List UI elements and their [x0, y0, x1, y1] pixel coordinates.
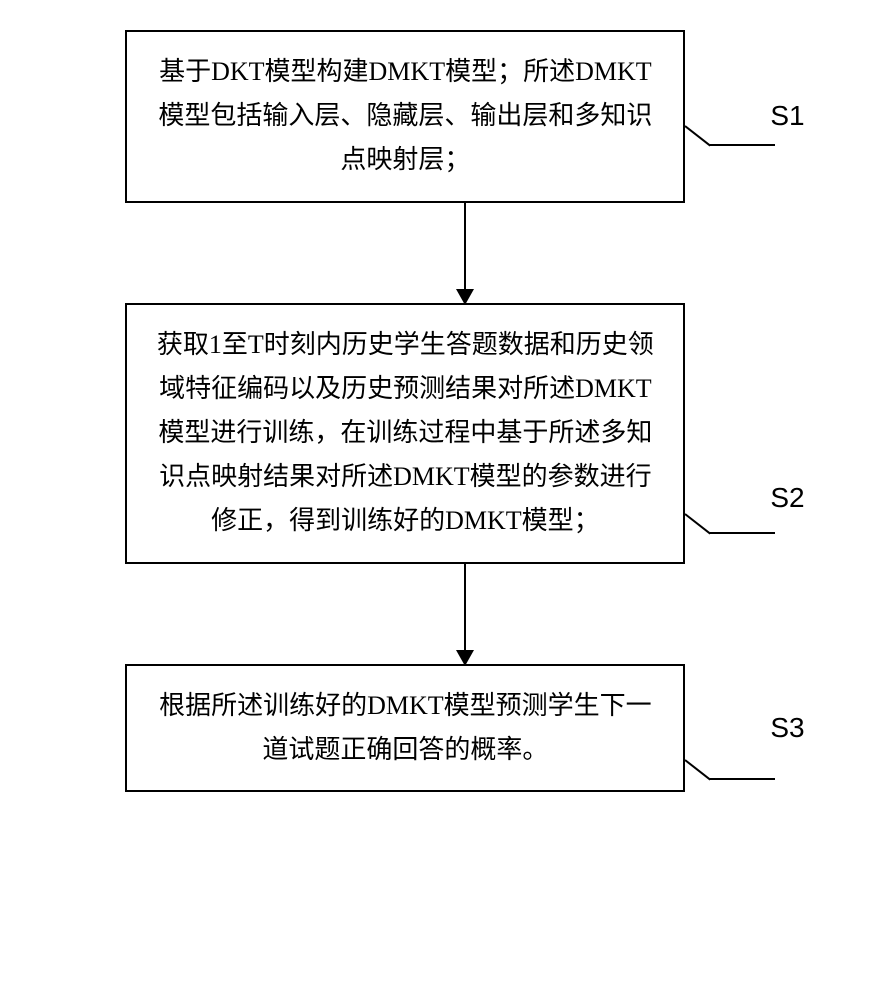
arrow-container-2 — [185, 564, 745, 664]
step-row-s2: 获取1至T时刻内历史学生答题数据和历史领域特征编码以及历史预测结果对所述DMKT… — [125, 303, 804, 564]
label-connector-s1 — [685, 125, 775, 146]
connector-line-s1 — [710, 144, 775, 146]
step-box-s1: 基于DKT模型构建DMKT模型；所述DMKT模型包括输入层、隐藏层、输出层和多知… — [125, 30, 685, 203]
label-connector-s3 — [685, 759, 775, 780]
flowchart-container: 基于DKT模型构建DMKT模型；所述DMKT模型包括输入层、隐藏层、输出层和多知… — [0, 30, 870, 792]
arrow-container-1 — [185, 203, 745, 303]
step-label-s2: S2 — [770, 482, 804, 514]
step-row-s3: 根据所述训练好的DMKT模型预测学生下一道试题正确回答的概率。 S3 — [125, 664, 804, 792]
connector-line-s3 — [710, 778, 775, 780]
step-text-s1: 基于DKT模型构建DMKT模型；所述DMKT模型包括输入层、隐藏层、输出层和多知… — [158, 57, 652, 174]
arrow-s1-s2 — [464, 203, 466, 303]
connector-diag-s2 — [685, 513, 710, 533]
label-connector-s2 — [685, 513, 775, 534]
step-text-s2: 获取1至T时刻内历史学生答题数据和历史领域特征编码以及历史预测结果对所述DMKT… — [157, 330, 654, 536]
step-text-s3: 根据所述训练好的DMKT模型预测学生下一道试题正确回答的概率。 — [159, 691, 652, 764]
step-box-s2: 获取1至T时刻内历史学生答题数据和历史领域特征编码以及历史预测结果对所述DMKT… — [125, 303, 685, 564]
step-label-s1: S1 — [770, 100, 804, 132]
connector-line-s2 — [710, 532, 775, 534]
arrow-s2-s3 — [464, 564, 466, 664]
step-row-s1: 基于DKT模型构建DMKT模型；所述DMKT模型包括输入层、隐藏层、输出层和多知… — [125, 30, 804, 203]
connector-diag-s3 — [685, 759, 710, 779]
connector-diag-s1 — [685, 125, 710, 145]
step-box-s3: 根据所述训练好的DMKT模型预测学生下一道试题正确回答的概率。 — [125, 664, 685, 792]
step-label-s3: S3 — [770, 712, 804, 744]
